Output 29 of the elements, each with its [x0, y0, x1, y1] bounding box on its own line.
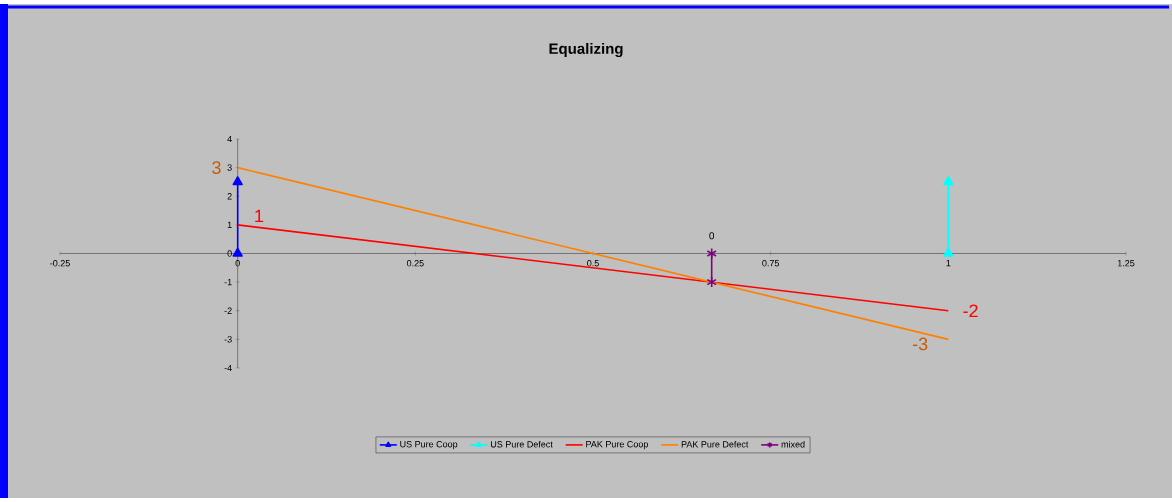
chart-title: Equalizing [549, 42, 623, 58]
y-tick-label: 2 [227, 193, 232, 200]
x-tick-label: 0.5 [587, 260, 599, 267]
y-tick-label: 3 [227, 164, 232, 171]
x-tick-label: 0.75 [762, 260, 780, 267]
legend-label: mixed [781, 440, 805, 448]
x-tick-label: 0 [235, 260, 240, 267]
data-label: 0 [709, 232, 715, 240]
y-tick-label: 4 [227, 135, 232, 143]
point [706, 276, 717, 288]
point [706, 247, 717, 260]
legend-label: PAK Pure Coop [586, 441, 648, 450]
data-label: 1 [255, 209, 264, 223]
y-tick-label: 1 [227, 221, 232, 228]
x-tick-label: 1.25 [1117, 260, 1135, 267]
y-tick-label: -4 [224, 364, 232, 372]
data-label: 3 [212, 161, 221, 174]
y-tick-label: 0 [227, 250, 232, 257]
x-tick-label: 0.25 [406, 260, 424, 267]
data-label: -3 [912, 337, 928, 351]
data-label: -2 [963, 304, 978, 318]
legend-label: US Pure Defect [490, 440, 553, 448]
y-tick-label: -1 [224, 279, 232, 286]
x-tick-label: 1 [946, 260, 951, 267]
y-tick-label: -2 [224, 307, 232, 314]
x-tick-label: -0.25 [50, 260, 70, 267]
legend-label: PAK Pure Defect [681, 440, 749, 448]
legend-label: US Pure Coop [400, 441, 458, 450]
y-tick-label: -3 [224, 336, 232, 343]
